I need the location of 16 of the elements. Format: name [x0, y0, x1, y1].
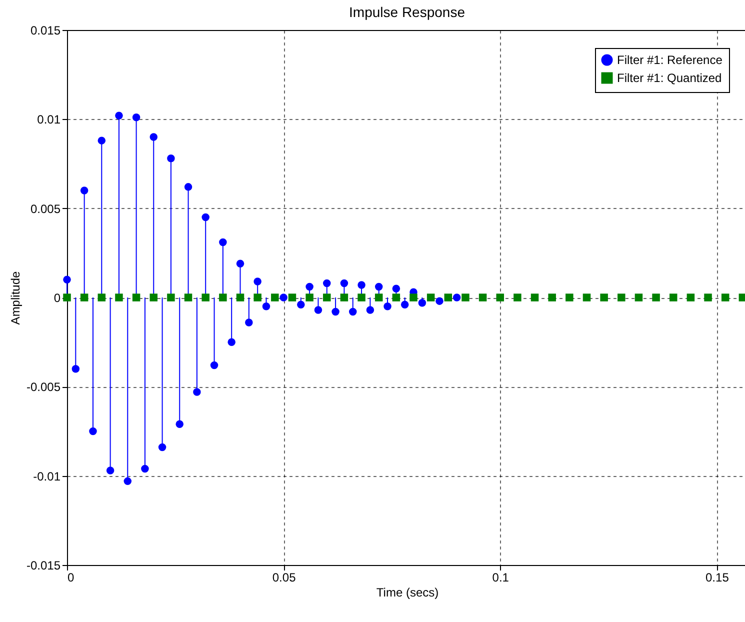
y-axis-title: Amplitude — [8, 271, 22, 325]
y-tick-label: 0.01 — [37, 112, 61, 127]
x-axis-title: Time (secs) — [376, 586, 439, 600]
y-tick-label: -0.015 — [26, 558, 61, 572]
x-tick-label: 0.15 — [706, 570, 730, 584]
legend-label: Filter #1: Quantized — [617, 71, 722, 85]
y-tick-label: 0 — [54, 291, 61, 305]
x-tick-label: 0.1 — [492, 570, 510, 584]
x-tick-label: 0.05 — [272, 570, 296, 584]
y-tick-label: -0.005 — [26, 380, 61, 394]
x-tick-label: 0 — [68, 570, 74, 584]
y-tick-label: 0.005 — [30, 202, 61, 216]
y-tick-label: -0.01 — [33, 469, 61, 484]
legend-label: Filter #1: Reference — [617, 53, 723, 67]
y-tick-label: 0.015 — [30, 24, 61, 38]
chart-title: Impulse Response — [349, 4, 466, 20]
